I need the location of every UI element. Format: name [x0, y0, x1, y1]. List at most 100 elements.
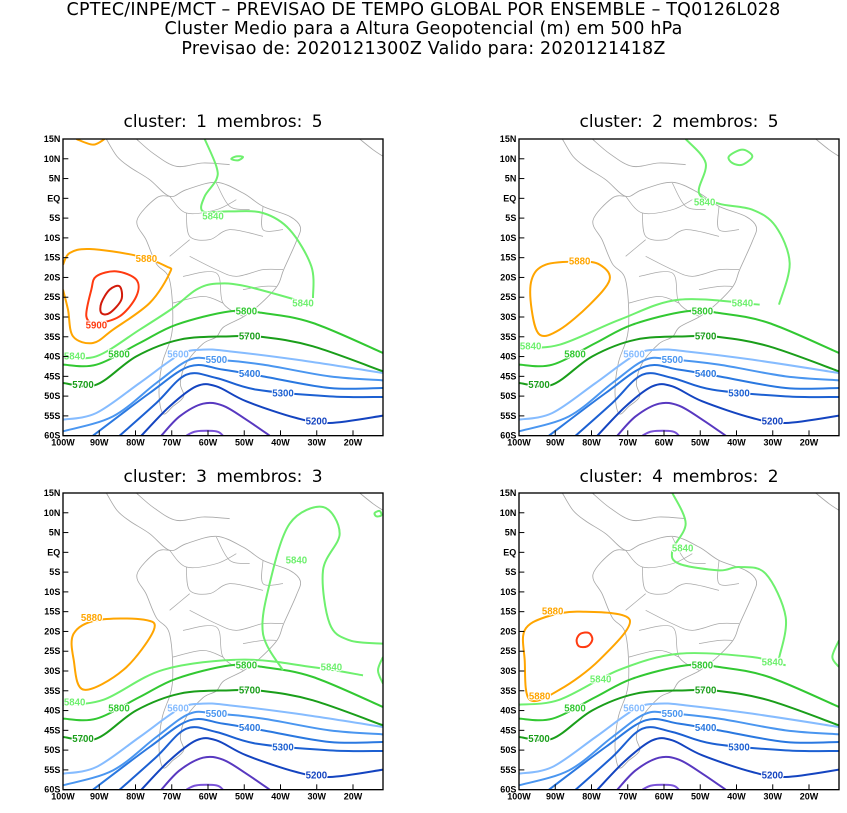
contour-5300: [119, 726, 383, 790]
coastline: [136, 493, 230, 522]
contour-label-5880: 5880: [529, 692, 550, 703]
lat-tick-label: 25S: [500, 646, 516, 656]
coastline: [815, 139, 839, 157]
lat-tick-label: 5S: [505, 567, 516, 577]
lat-tick-label: 60S: [44, 785, 60, 795]
lon-tick-label: 20W: [344, 792, 363, 802]
contour-5200: [140, 383, 383, 436]
country-border: [189, 610, 284, 631]
country-border: [261, 560, 284, 586]
contour-label-5840: 5840: [64, 352, 85, 363]
coastline: [359, 493, 383, 511]
lon-tick-label: 80W: [582, 792, 601, 802]
contour-5100: [160, 401, 271, 436]
panel-title-cluster-3: cluster: 3 membros: 3: [123, 467, 323, 487]
lon-tick-label: 30W: [763, 438, 782, 448]
contour-label-5500: 5500: [662, 355, 683, 366]
lat-tick-label: 25S: [500, 292, 516, 302]
contour-5400: [548, 363, 839, 436]
lat-tick-label: 40S: [44, 352, 60, 362]
contour-label-5600: 5600: [623, 350, 644, 361]
lat-tick-label: 40S: [44, 706, 60, 716]
contour-label-5800: 5800: [692, 660, 713, 671]
lat-tick-label: 60S: [500, 431, 516, 441]
contour-label-5840: 5840: [520, 342, 541, 353]
lon-tick-label: 70W: [618, 438, 637, 448]
lat-tick-label: 25S: [44, 292, 60, 302]
contour-label-5840: 5840: [694, 198, 715, 209]
contour-5300: [575, 726, 839, 790]
contour-5900: [85, 270, 140, 324]
lat-tick-label: 15S: [44, 253, 60, 263]
lon-tick-label: 100W: [507, 438, 531, 448]
panel-title-cluster-2: cluster: 2 membros: 5: [579, 112, 779, 132]
lat-tick-label: 10N: [500, 154, 517, 164]
contour-label-5800: 5800: [108, 704, 129, 715]
map-panel-cluster-1: 5900 5880 5840 5840 5840 5800 5800 5700 5700 5600…: [44, 134, 384, 448]
contour-label-5700: 5700: [695, 332, 716, 343]
lat-tick-label: EQ: [47, 193, 60, 203]
lat-tick-label: 20S: [44, 272, 60, 282]
coastline: [815, 493, 839, 511]
lat-tick-label: 15N: [500, 134, 517, 144]
lon-tick-label: 80W: [126, 792, 145, 802]
contour-5880: [521, 610, 631, 703]
lon-tick-label: 40W: [727, 438, 746, 448]
lat-tick-label: 20S: [44, 626, 60, 636]
contour-5100: [616, 755, 727, 790]
contour-label-5200: 5200: [762, 770, 783, 781]
contour-5200: [596, 737, 839, 790]
contour-5800: [519, 309, 839, 368]
lon-tick-label: 30W: [763, 792, 782, 802]
contour-5600: [62, 348, 383, 421]
country-border: [169, 550, 237, 569]
contour-label-5840: 5840: [202, 212, 223, 223]
coastline: [592, 493, 686, 522]
figure-title: CPTEC/INPE/MCT – PREVISAO DE TEMPO GLOBA…: [66, 0, 781, 20]
country-border: [698, 285, 733, 291]
lat-tick-label: 5S: [505, 213, 516, 223]
contour-5840: [377, 656, 383, 685]
lon-tick-label: 30W: [307, 792, 326, 802]
contour-label-5400: 5400: [239, 723, 260, 734]
lat-tick-label: 35S: [500, 332, 516, 342]
contour-label-5500: 5500: [206, 355, 227, 366]
contour-5880: [75, 139, 106, 146]
contour-5400: [92, 717, 383, 790]
lat-tick-label: 50S: [500, 745, 516, 755]
map-panel-cluster-3: 5880 5840 5840 5840 5800 5800 5700 5700 5600 5500…: [44, 488, 384, 802]
lat-tick-label: 30S: [500, 666, 516, 676]
contour-label-5700: 5700: [239, 332, 260, 343]
lat-tick-label: 35S: [44, 686, 60, 696]
contour-5400: [92, 363, 383, 436]
contour-label-5800: 5800: [564, 704, 585, 715]
country-border: [645, 610, 740, 631]
contour-5300: [119, 372, 383, 436]
lat-tick-label: 45S: [500, 725, 516, 735]
contour-5500: [62, 356, 383, 433]
country-border: [242, 285, 277, 291]
country-border: [169, 239, 190, 257]
country-border: [672, 182, 706, 211]
contour-label-5800: 5800: [692, 306, 713, 317]
contour-5500: [519, 356, 839, 433]
lat-tick-label: 15S: [500, 607, 516, 617]
lat-tick-label: 5N: [49, 528, 61, 538]
contour-label-5800: 5800: [108, 350, 129, 361]
contour-5600: [519, 348, 839, 421]
lon-tick-label: 20W: [344, 438, 363, 448]
contour-label-5840: 5840: [590, 674, 611, 685]
contour-5300: [575, 372, 839, 436]
lon-tick-label: 40W: [271, 438, 290, 448]
lon-tick-label: 50W: [691, 792, 710, 802]
country-border: [216, 536, 250, 565]
contour-label-5400: 5400: [695, 369, 716, 380]
lon-tick-label: 90W: [90, 438, 109, 448]
contour-label-5840: 5840: [762, 657, 783, 668]
contour-label-5800: 5800: [564, 350, 585, 361]
contour-label-5300: 5300: [728, 742, 749, 753]
contour-label-5300: 5300: [272, 388, 293, 399]
lon-tick-label: 90W: [546, 792, 565, 802]
forecast-dates: Previsao de: 2020121300Z Valido para: 20…: [181, 39, 666, 59]
contour-5000: [185, 429, 224, 436]
